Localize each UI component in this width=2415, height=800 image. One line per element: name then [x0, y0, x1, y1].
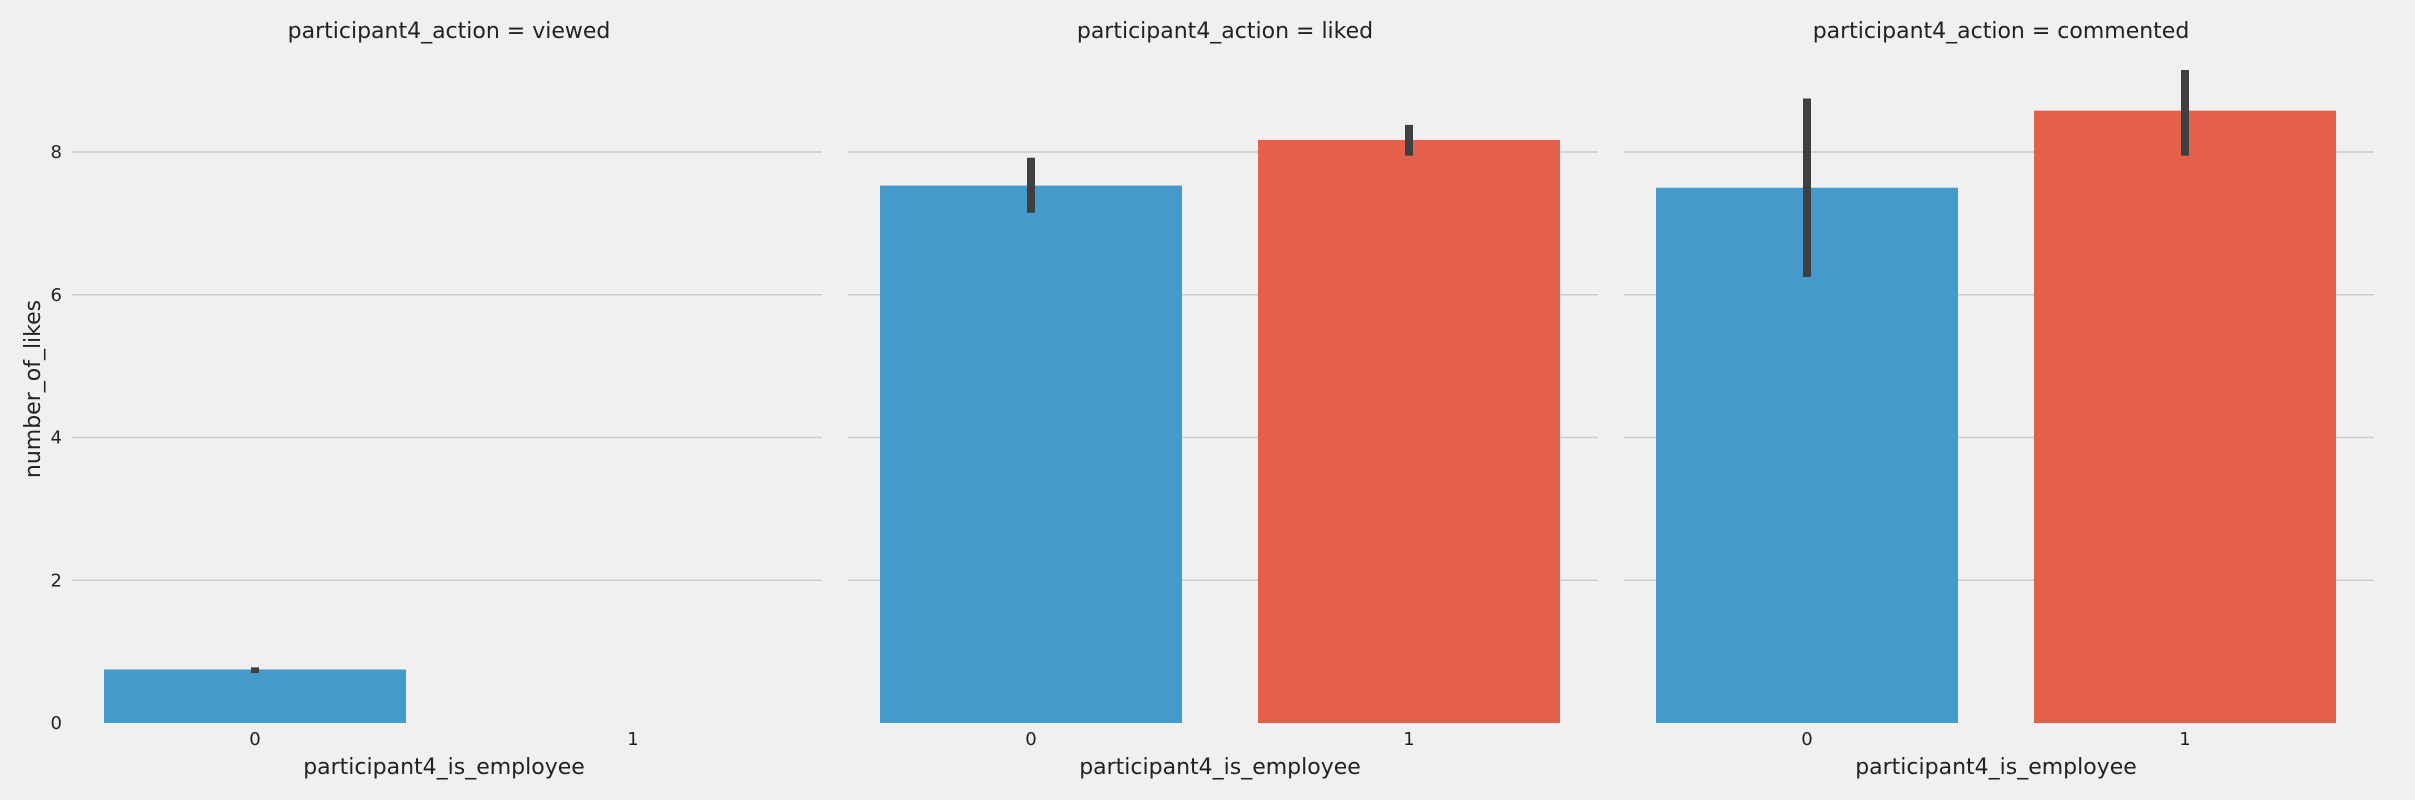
y-tick-label: 8 — [51, 142, 62, 163]
x-axis-label: participant4_is_employee — [1079, 755, 1361, 780]
x-tick-label: 0 — [249, 729, 260, 750]
bar-panel2-cat0 — [880, 185, 1182, 723]
x-tick-label: 1 — [2179, 729, 2190, 750]
panel-title: participant4_action = commented — [1813, 19, 2190, 44]
y-tick-label: 2 — [51, 570, 62, 591]
bar-panel1-cat0 — [104, 669, 406, 723]
panel-title: participant4_action = viewed — [288, 19, 611, 44]
y-axis-label: number_of_likes — [21, 300, 46, 478]
y-tick-label: 0 — [51, 713, 62, 734]
x-tick-label: 1 — [1403, 729, 1414, 750]
bar-panel3-cat1 — [2034, 110, 2336, 724]
x-tick-label: 0 — [1801, 729, 1812, 750]
panel-title: participant4_action = liked — [1077, 19, 1373, 44]
x-tick-label: 1 — [627, 729, 638, 750]
bar-panel2-cat1 — [1258, 139, 1560, 724]
y-tick-label: 4 — [51, 428, 62, 449]
bar-panel3-cat0 — [1656, 187, 1958, 724]
x-tick-label: 0 — [1025, 729, 1036, 750]
y-tick-label: 6 — [51, 285, 62, 306]
x-axis-label: participant4_is_employee — [303, 755, 585, 780]
x-axis-label: participant4_is_employee — [1855, 755, 2137, 780]
